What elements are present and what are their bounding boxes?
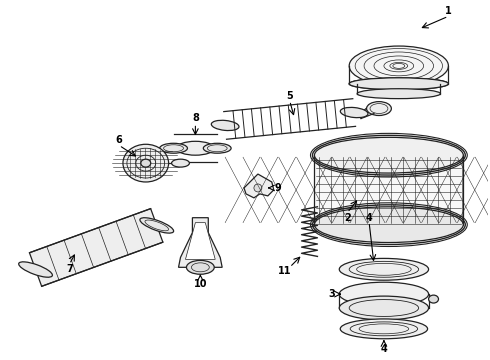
Ellipse shape (357, 89, 441, 99)
Ellipse shape (172, 159, 190, 167)
Ellipse shape (429, 295, 439, 303)
Ellipse shape (315, 137, 464, 173)
Ellipse shape (203, 143, 231, 153)
Ellipse shape (254, 184, 262, 192)
Text: 2: 2 (344, 213, 350, 223)
Text: 3: 3 (328, 289, 335, 299)
Polygon shape (315, 155, 464, 225)
Text: 11: 11 (278, 266, 292, 276)
Ellipse shape (349, 78, 448, 90)
Ellipse shape (19, 262, 52, 277)
Text: 5: 5 (286, 91, 293, 101)
Ellipse shape (211, 120, 239, 131)
Text: 10: 10 (194, 279, 207, 289)
Text: 1: 1 (445, 6, 452, 16)
Polygon shape (244, 174, 274, 198)
Ellipse shape (367, 102, 392, 116)
Ellipse shape (339, 296, 429, 320)
Polygon shape (29, 209, 163, 286)
Ellipse shape (176, 141, 214, 155)
Ellipse shape (160, 143, 188, 153)
Ellipse shape (339, 258, 429, 280)
Ellipse shape (187, 260, 214, 274)
Ellipse shape (339, 282, 429, 306)
Text: 4: 4 (381, 344, 387, 354)
Ellipse shape (123, 144, 169, 182)
Ellipse shape (140, 218, 173, 233)
Text: 8: 8 (192, 113, 199, 123)
Ellipse shape (349, 78, 448, 90)
Polygon shape (178, 218, 222, 267)
Text: 4: 4 (366, 213, 372, 223)
Ellipse shape (141, 159, 151, 167)
Text: 7: 7 (66, 264, 73, 274)
Ellipse shape (315, 207, 464, 243)
Text: 9: 9 (274, 183, 281, 193)
Polygon shape (185, 223, 215, 260)
Text: 6: 6 (116, 135, 122, 145)
Ellipse shape (340, 319, 428, 339)
Ellipse shape (341, 107, 368, 118)
Ellipse shape (349, 46, 448, 86)
